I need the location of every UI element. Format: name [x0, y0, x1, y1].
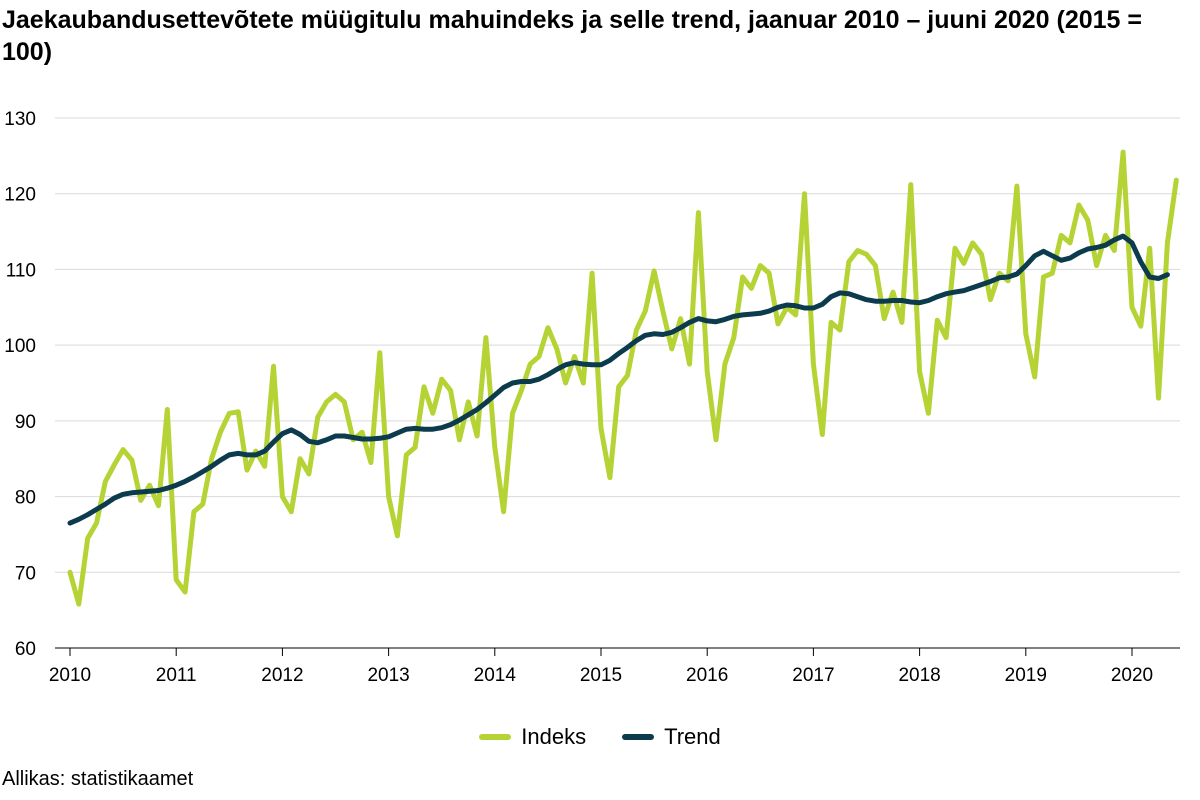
y-tick-label: 80: [15, 488, 36, 509]
y-tick-label: 70: [15, 563, 36, 584]
series-line-indeks: [67, 149, 1179, 607]
y-tick-label: 100: [4, 336, 36, 357]
series-line-trend: [67, 233, 1170, 526]
legend-item-indeks[interactable]: Indeks: [479, 724, 586, 750]
y-tick-label: 90: [15, 412, 36, 433]
x-tick-label: 2014: [474, 665, 517, 686]
x-tick-label: 2013: [367, 665, 409, 686]
x-tick-label: 2015: [580, 665, 622, 686]
x-tick-label: 2019: [1005, 665, 1047, 686]
legend-label-trend: Trend: [664, 724, 721, 749]
x-tick-label: 2018: [898, 665, 940, 686]
x-tick-label: 2020: [1111, 665, 1153, 686]
x-tick-label: 2017: [792, 665, 834, 686]
series-lines: [67, 149, 1179, 607]
x-axis: 2010 2011 2012 2013 2014 2015 2016 2017 2018 2019…: [49, 648, 1153, 686]
source-note: Allikas: statistikaamet: [2, 768, 194, 790]
legend-swatch-indeks: [479, 734, 512, 740]
y-tick-label: 120: [4, 185, 36, 206]
y-axis: 60 70 80 90 100 110 120 130: [4, 109, 36, 660]
x-tick-label: 2010: [49, 665, 91, 686]
x-tick-label: 2016: [686, 665, 728, 686]
gridlines: [55, 117, 1180, 649]
legend: Indeks Trend: [0, 724, 1200, 750]
y-tick-label: 60: [15, 639, 36, 660]
legend-item-trend[interactable]: Trend: [622, 724, 721, 750]
y-tick-label: 110: [6, 260, 36, 281]
x-tick-label: 2011: [156, 665, 197, 686]
legend-label-indeks: Indeks: [521, 724, 587, 749]
chart-title: Jaekaubandusettevõtete müügitulu mahuind…: [2, 6, 1143, 66]
y-tick-label: 130: [4, 109, 36, 130]
legend-swatch-trend: [622, 734, 655, 740]
x-tick-label: 2012: [261, 665, 303, 686]
